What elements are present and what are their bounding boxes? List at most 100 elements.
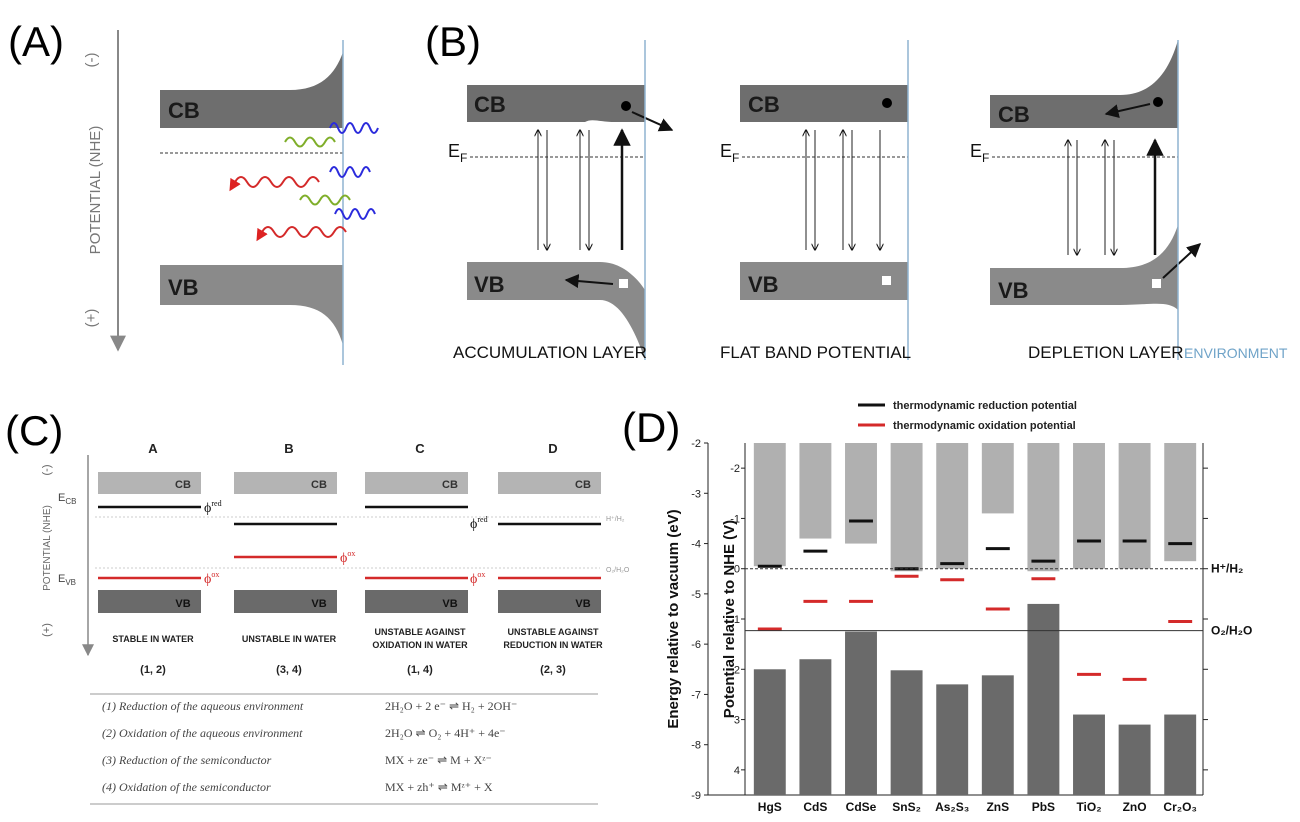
y2-tick-label: -1	[730, 513, 740, 525]
cb-bar	[1118, 443, 1151, 569]
category-label: CdSe	[846, 800, 877, 814]
category-label: Cr₂O₃	[1163, 800, 1197, 814]
fermi-label: EF	[720, 141, 739, 165]
evb-label: EVB	[58, 573, 76, 587]
vb-bar	[1073, 714, 1105, 795]
case-reactions: (2, 3)	[540, 664, 566, 676]
phi-ox-label: ϕox	[340, 549, 355, 566]
category-label: HgS	[758, 800, 782, 814]
equation-label: (1) Reduction of the aqueous environment	[102, 699, 304, 713]
cb-bar	[1027, 443, 1060, 572]
accumulation-diagram: CB VB EF ACCUMULATION LAYER	[448, 40, 674, 362]
potential-axis-label: POTENTIAL (NHE)	[42, 505, 53, 591]
legend-oxidation-label: thermodynamic oxidation potential	[893, 420, 1076, 432]
hole-square	[882, 276, 891, 285]
vb-label: VB	[998, 278, 1029, 303]
case-reactions: (1, 2)	[140, 664, 166, 676]
blue-wave-icon	[329, 122, 379, 134]
y2-axis-title: Potential relative to NHE (V)	[721, 520, 738, 718]
case-caption: UNSTABLE IN WATER	[242, 634, 337, 644]
green-wave-icon	[299, 194, 351, 206]
vb-label: VB	[474, 272, 505, 297]
equation-label: (2) Oxidation of the aqueous environment	[102, 726, 303, 740]
electron-dot	[882, 98, 892, 108]
accumulation-caption: ACCUMULATION LAYER	[453, 343, 647, 362]
category-label: SnS₂	[892, 800, 921, 814]
vb-label: VB	[575, 598, 590, 610]
chart-plot: -2 -3 -4 -5 -6 -7 -8 -9 -2 -1 0 1 2 3 4 Energy relative…	[665, 438, 1252, 814]
vb-bar	[1118, 724, 1151, 795]
electron-dot	[621, 101, 631, 111]
flatband-caption: FLAT BAND POTENTIAL	[720, 343, 911, 362]
red-wave-icon	[256, 226, 347, 242]
y2-tick-label: 4	[734, 765, 740, 777]
environment-label: ENVIRONMENT	[1184, 345, 1288, 361]
cb-label: CB	[474, 92, 506, 117]
category-label: ZnS	[986, 800, 1009, 814]
conduction-band	[98, 472, 201, 494]
y-tick-label: -5	[691, 589, 701, 601]
cb-label: CB	[175, 479, 191, 491]
valence-band	[498, 590, 601, 613]
case-b: B CB ϕox VB UNSTABLE IN WATER (3, 4)	[234, 441, 355, 676]
vb-label: VB	[168, 275, 199, 300]
cb-bar	[799, 443, 832, 539]
h2-label: H⁺/H₂	[606, 516, 625, 523]
panel-c: (C) POTENTIAL (NHE) (-) (+) ECB EVB H⁺/H…	[5, 407, 630, 805]
case-heading: C	[415, 441, 425, 456]
case-caption: UNSTABLE AGAINST	[508, 627, 600, 637]
cb-bar	[845, 443, 877, 544]
case-caption: STABLE IN WATER	[112, 634, 194, 644]
equation: MX + ze⁻ ⇌ M + Xᶻ⁻	[385, 753, 492, 767]
case-heading: D	[548, 441, 557, 456]
vb-label: VB	[311, 598, 326, 610]
y-tick-label: -4	[691, 539, 701, 551]
vb-bar	[981, 675, 1014, 795]
vb-label: VB	[175, 598, 190, 610]
category-label: PbS	[1032, 800, 1055, 814]
valence-band	[234, 590, 337, 613]
vb-bar	[1027, 603, 1060, 795]
cb-label: CB	[748, 92, 780, 117]
case-caption: OXIDATION IN WATER	[372, 640, 468, 650]
category-label: CdS	[803, 800, 827, 814]
electron-arrow	[1104, 103, 1151, 119]
cb-label: CB	[311, 479, 327, 491]
valence-band	[740, 262, 908, 300]
hole-arrow	[1162, 243, 1202, 279]
valence-band	[990, 225, 1178, 310]
valence-band	[98, 590, 201, 613]
case-caption: REDUCTION IN WATER	[503, 640, 603, 650]
equation-label: (4) Oxidation of the semiconductor	[102, 780, 271, 794]
blue-wave-icon	[329, 166, 371, 178]
electron-dot	[1153, 97, 1163, 107]
vb-bar	[753, 669, 786, 795]
phi-ox-label: ϕox	[470, 570, 485, 587]
cb-label: CB	[998, 102, 1030, 127]
conduction-band	[234, 472, 337, 494]
equation-label: (3) Reduction of the semiconductor	[102, 753, 272, 767]
potential-axis-label: POTENTIAL (NHE)	[87, 126, 104, 255]
cb-bar	[890, 443, 923, 572]
case-c: C CB VB UNSTABLE AGAINST OXIDATION IN WA…	[365, 441, 468, 676]
hole-square	[1152, 279, 1161, 288]
phi-red-label: ϕred	[204, 499, 222, 516]
green-wave-icon	[284, 136, 336, 148]
reference-label: H⁺/H₂	[1211, 562, 1243, 576]
conduction-band	[365, 472, 468, 494]
category-label: ZnO	[1123, 800, 1147, 814]
cb-label: CB	[442, 479, 458, 491]
ecb-label: ECB	[58, 492, 76, 506]
fermi-label: EF	[448, 141, 467, 165]
o2-label: O₂/H₂O	[606, 567, 630, 574]
y-tick-label: -7	[691, 689, 701, 701]
panel-d: (D) thermodynamic reduction potential th…	[622, 400, 1252, 814]
cb-bar	[981, 443, 1014, 514]
cb-bar	[1073, 443, 1105, 569]
minus-label: (-)	[41, 465, 53, 476]
y2-tick-label: -2	[730, 463, 740, 475]
equation: 2H₂O + 2 e⁻ ⇌ H₂ + 2OH⁻	[385, 699, 517, 713]
phi-ox-label: ϕox	[204, 570, 219, 587]
equation: MX + zh⁺ ⇌ Mᶻ⁺ + X	[385, 780, 493, 794]
